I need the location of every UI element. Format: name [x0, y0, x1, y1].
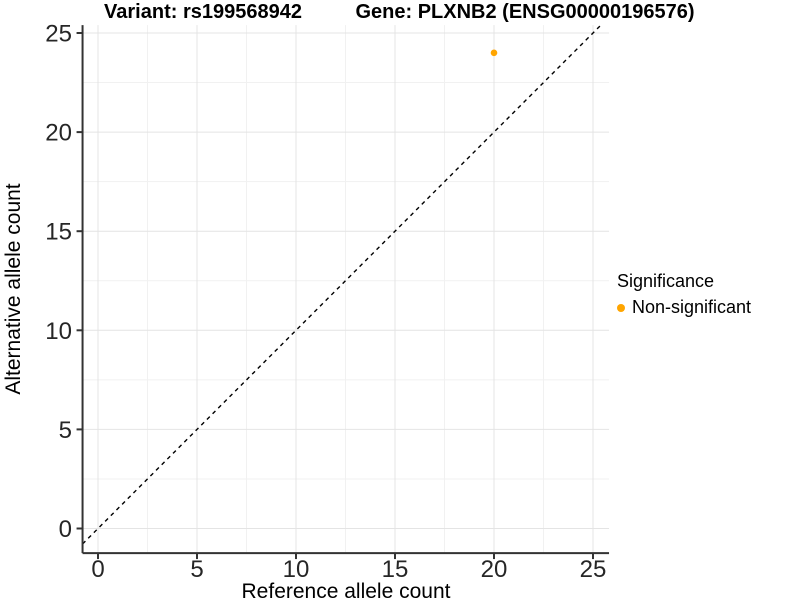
- y-tick-label: 20: [45, 120, 72, 147]
- legend-item-label: Non-significant: [632, 297, 752, 317]
- legend-title: Significance: [617, 271, 715, 291]
- x-tick-label: 5: [190, 556, 203, 583]
- y-tick-label: 25: [45, 21, 72, 48]
- x-tick-label: 10: [283, 556, 310, 583]
- legend: Significance Non-significant: [617, 271, 751, 318]
- variant-title: Variant: rs199568942: [104, 1, 302, 23]
- y-tick-label: 10: [45, 318, 72, 345]
- x-tick-label: 20: [481, 556, 508, 583]
- y-tick-label: 5: [59, 417, 72, 444]
- x-axis-title: Reference allele count: [241, 580, 451, 600]
- legend-point-icon: [617, 303, 625, 312]
- y-axis-title: Alternative allele count: [2, 183, 25, 395]
- gene-title: Gene: PLXNB2 (ENSG00000196576): [355, 1, 695, 23]
- data-point: [490, 49, 498, 57]
- y-tick-label: 0: [59, 516, 72, 543]
- x-tick-label: 25: [580, 556, 607, 583]
- x-tick-label: 15: [382, 556, 409, 583]
- x-tick-label: 0: [91, 556, 104, 583]
- identity-line: [82, 24, 602, 545]
- legend-item-non-significant: Non-significant: [617, 297, 751, 318]
- y-tick-label: 15: [45, 219, 72, 246]
